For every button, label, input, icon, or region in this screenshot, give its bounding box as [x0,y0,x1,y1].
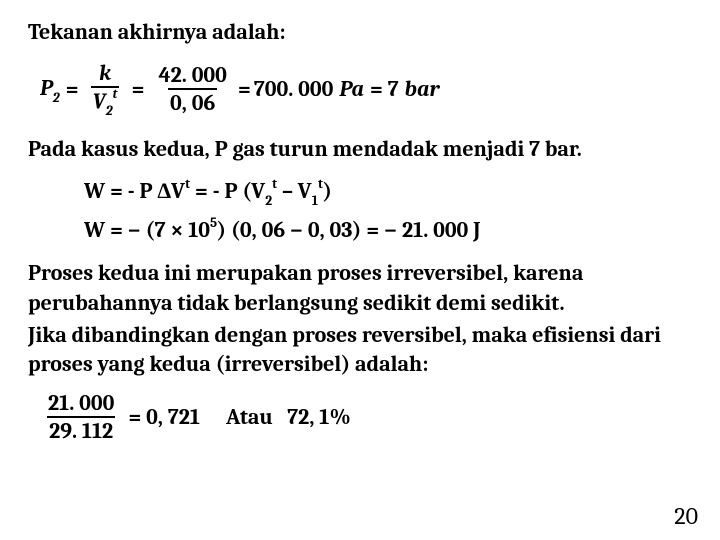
eff-den: 29. 112 [47,416,115,442]
eff-num: 21. 000 [46,392,116,416]
page-number: 20 [674,502,698,530]
p2-sym: P2 [40,75,60,104]
frac2-den: 0, 06 [168,88,217,114]
eq-w-symbolic: W = - P ΔVt = - P (V2t – V1t) [84,177,692,210]
eq-7: = 7 [370,76,399,102]
para-efisiensi: Jika dibandingkan dengan proses reversib… [28,321,692,380]
eq-final-pressure: P2 = k V2t = 42. 000 0, 06 = 700. 000 Pa… [40,62,692,117]
frac-efficiency: 21. 000 29. 112 [46,392,116,442]
eq-sign-1: = [66,76,79,102]
frac2-num: 42. 000 [156,64,228,88]
frac-k-over-v: k V2t [91,62,120,117]
eff-text: Atau 72, 1% [226,404,351,430]
eff-val: = 0, 721 [128,404,200,430]
val-700000: 700. 000 [254,76,333,102]
para-irreversibel: Proses kedua ini merupakan proses irreve… [28,259,692,318]
eq-w-numeric: W = − (7 × 105) (0, 06 − 0, 03) = − 21. … [84,216,692,246]
unit-bar: bar [405,76,440,102]
frac-42000: 42. 000 0, 06 [156,64,228,114]
eq-efficiency: 21. 000 29. 112 = 0, 721 Atau 72, 1% [40,392,692,442]
eq-sign-2: = [131,76,144,102]
unit-pa: Pa [339,76,364,102]
frac1-num: k [97,62,113,86]
frac1-den: V2t [91,86,120,117]
para-kasus-kedua: Pada kasus kedua, P gas turun mendadak m… [28,135,692,165]
eq-sign-3: = [238,76,251,102]
title-line: Tekanan akhirnya adalah: [28,18,692,48]
